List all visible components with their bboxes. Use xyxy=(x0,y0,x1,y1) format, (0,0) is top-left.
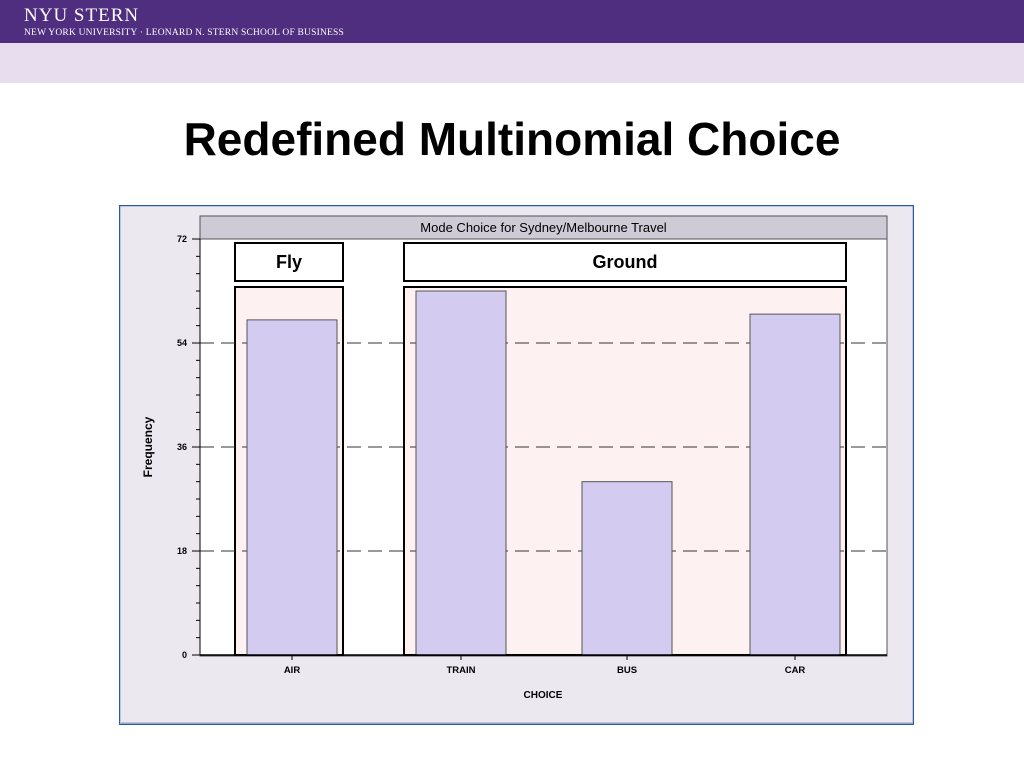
x-tick-label-car: CAR xyxy=(785,665,806,676)
bar-bus xyxy=(581,481,673,656)
x-tick-label-bus: BUS xyxy=(617,665,637,676)
slide-title: Redefined Multinomial Choice xyxy=(183,113,841,165)
chart-title: Mode Choice for Sydney/Melbourne Travel xyxy=(420,220,667,235)
y-tick-label-0: 0 xyxy=(182,650,187,660)
bar-train xyxy=(415,290,507,656)
y-tick-label-1: 18 xyxy=(177,546,187,556)
chart-title-box xyxy=(199,215,888,240)
header-band xyxy=(0,43,1024,83)
group-label-box-1 xyxy=(403,242,847,282)
y-axis-label: Frequency xyxy=(141,416,155,477)
group-label-box-0 xyxy=(234,242,344,282)
bar-car xyxy=(749,313,841,656)
y-axis: 0 18 36 54 72 xyxy=(177,234,201,660)
x-tick-label-air: AIR xyxy=(284,665,301,676)
bar-chart: Mode Choice for Sydney/Melbourne Travel … xyxy=(118,204,915,726)
x-tick-label-train: TRAIN xyxy=(446,665,475,676)
bars xyxy=(246,290,841,656)
logo-text: NYU STERN xyxy=(24,5,140,26)
y-tick-label-3: 54 xyxy=(177,338,187,348)
x-axis: AIR TRAIN BUS CAR xyxy=(200,654,887,676)
chart-frame: Mode Choice for Sydney/Melbourne Travel … xyxy=(118,204,915,726)
y-tick-label-4: 72 xyxy=(177,234,187,244)
group-label-0: Fly xyxy=(276,252,302,272)
group-label-1: Ground xyxy=(593,252,658,272)
nyu-stern-logo: NYU STERN xyxy=(24,6,139,26)
bar-air xyxy=(246,319,338,656)
header-bar: NYU STERN NEW YORK UNIVERSITY · LEONARD … xyxy=(0,0,1024,43)
logo-subtitle: NEW YORK UNIVERSITY · LEONARD N. STERN S… xyxy=(24,28,344,38)
x-axis-label: CHOICE xyxy=(524,690,563,701)
y-tick-label-2: 36 xyxy=(177,442,187,452)
